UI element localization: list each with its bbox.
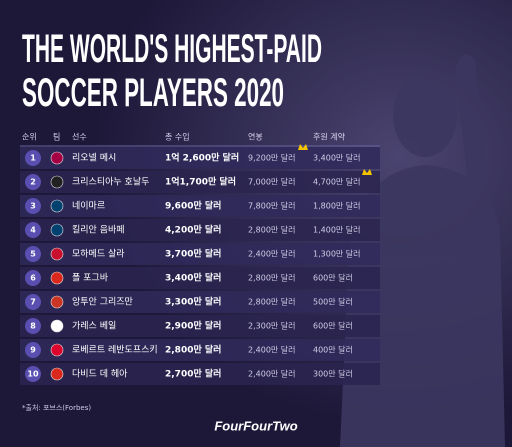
salary: 9,200만 달러 xyxy=(248,154,296,163)
rank-badge xyxy=(25,270,41,286)
player-name: 킬리안 음바페 xyxy=(72,225,125,236)
rank: 7 xyxy=(30,298,36,307)
endorsement: 600만 달러 xyxy=(313,322,353,331)
row-background xyxy=(20,147,380,169)
team-emblem xyxy=(50,271,64,285)
endorsement: 3,400만 달러 xyxy=(313,154,361,163)
endorsement: 600만 달러 xyxy=(313,274,353,283)
rank: 3 xyxy=(30,202,36,211)
row-background xyxy=(20,243,380,265)
salary: 7,000만 달러 xyxy=(248,178,296,187)
player-name: 로베르트 레반도프스키 xyxy=(72,345,158,356)
rank: 6 xyxy=(30,274,36,283)
source: *출처: 포브스(Forbes) xyxy=(22,403,91,412)
total-income: 3,300만 달러 xyxy=(165,296,221,308)
salary: 2,400만 달러 xyxy=(248,346,296,355)
endorsement: 300만 달러 xyxy=(313,370,353,379)
salary: 2,300만 달러 xyxy=(248,322,296,331)
salary: 2,800만 달러 xyxy=(248,298,296,307)
total-income: 3,400만 달러 xyxy=(165,272,221,284)
team-emblem xyxy=(50,319,64,333)
player-name: 가레스 베일 xyxy=(72,321,116,332)
rank-badge xyxy=(25,246,41,262)
endorsement: 1,300만 달러 xyxy=(313,250,361,259)
rank-badge xyxy=(25,342,41,358)
rank-badge xyxy=(25,222,41,238)
title-line: SOCCER PLAYERS 2020 xyxy=(22,71,284,115)
player-name: 다비드 데 헤아 xyxy=(72,368,128,380)
team-emblem xyxy=(50,199,64,213)
column-header: 후원 계약 xyxy=(313,132,346,142)
rank: 5 xyxy=(30,250,36,259)
column-header: 선수 xyxy=(72,133,87,142)
player-name: 네이마르 xyxy=(72,201,105,212)
team-emblem xyxy=(50,247,64,261)
total-income: 1억1,700만 달러 xyxy=(165,176,236,188)
row-background xyxy=(20,219,380,241)
row-background xyxy=(20,267,380,289)
row-background xyxy=(20,171,380,193)
salary: 2,800만 달러 xyxy=(248,274,296,283)
crown-icon xyxy=(298,144,308,150)
rank: 10 xyxy=(27,370,39,379)
endorsement: 1,800만 달러 xyxy=(313,202,361,211)
rank-badge xyxy=(25,198,41,214)
team-emblem xyxy=(50,367,64,381)
rank: 9 xyxy=(30,346,36,355)
rank-badge xyxy=(25,174,41,190)
total-income: 1억 2,600만 달러 xyxy=(165,152,239,164)
total-income: 4,200만 달러 xyxy=(165,224,221,236)
total-income: 9,600만 달러 xyxy=(165,200,221,212)
total-income: 2,800만 달러 xyxy=(165,344,221,356)
column-header: 총 수입 xyxy=(165,133,190,142)
rank: 2 xyxy=(30,178,36,187)
player-silhouette xyxy=(340,54,505,447)
rank-badge xyxy=(25,366,41,382)
title-line: THE WORLD'S HIGHEST-PAID xyxy=(22,27,322,71)
salary: 2,400만 달러 xyxy=(248,250,296,259)
row-background xyxy=(20,339,380,361)
salary: 2,800만 달러 xyxy=(248,226,296,235)
player-name: 크리스티아누 호날두 xyxy=(72,177,149,188)
column-header: 팀 xyxy=(53,132,60,142)
row-background xyxy=(20,291,380,313)
salary: 2,400만 달러 xyxy=(248,370,296,379)
total-income: 2,900만 달러 xyxy=(165,320,221,332)
player-name: 폴 포그바 xyxy=(72,273,109,284)
rank-badge xyxy=(25,318,41,334)
total-income: 2,700만 달러 xyxy=(165,368,221,380)
team-emblem xyxy=(50,295,64,309)
endorsement: 500만 달러 xyxy=(313,298,353,307)
ranking-table: 순위 팀 선수 총 수입 연봉 후원 계약 1 리오넬 메시 1억 2,600만 달러 9,200… xyxy=(20,132,380,385)
endorsement: 4,700만 달러 xyxy=(313,178,361,187)
crown-icon xyxy=(362,169,372,175)
rank: 4 xyxy=(30,226,36,235)
team-emblem xyxy=(50,175,64,189)
salary: 7,800만 달러 xyxy=(248,202,296,211)
endorsement: 400만 달러 xyxy=(313,346,353,355)
endorsement: 1,400만 달러 xyxy=(313,226,361,235)
column-header: 연봉 xyxy=(248,133,263,142)
rank-badge xyxy=(25,150,41,166)
column-header: 순위 xyxy=(22,133,37,142)
total-income: 3,700만 달러 xyxy=(165,248,221,260)
rank-badge xyxy=(25,294,41,310)
logo: FourFourTwo xyxy=(214,418,297,433)
player-name: 앙투안 그리즈만 xyxy=(72,296,133,308)
row-background xyxy=(20,315,380,337)
row-background xyxy=(20,195,380,217)
player-name: 리오넬 메시 xyxy=(72,152,116,164)
row-background xyxy=(20,363,380,385)
player-name: 모하메드 살라 xyxy=(72,249,125,260)
team-emblem xyxy=(50,151,64,165)
rank: 1 xyxy=(30,154,36,163)
team-emblem xyxy=(50,223,64,237)
team-emblem xyxy=(50,343,64,357)
rank: 8 xyxy=(30,322,36,331)
